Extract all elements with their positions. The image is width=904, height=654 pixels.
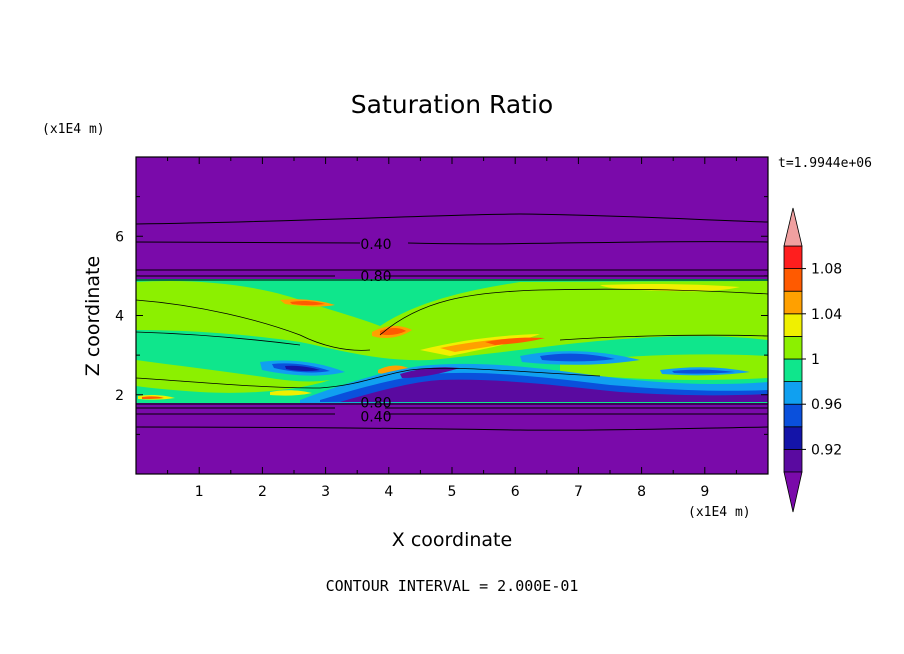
contour-label: 0.80	[360, 269, 391, 285]
time-label: t=1.9944e+06	[778, 156, 872, 171]
field-patch	[540, 353, 615, 362]
field-patch	[672, 369, 735, 374]
colorbar-tick-label: 1.08	[811, 262, 842, 278]
colorbar-tick-label: 1.04	[811, 307, 842, 323]
x-tick-label: 5	[448, 484, 457, 500]
y-tick-label: 2	[115, 388, 124, 404]
colorbar-tick-label: 0.96	[811, 397, 842, 413]
contour-label: 0.40	[360, 410, 391, 426]
x-tick-label: 9	[700, 484, 709, 500]
field-patch	[400, 367, 460, 378]
x-tick-label: 8	[637, 484, 646, 500]
field-patch	[285, 365, 320, 372]
chart-title: Saturation Ratio	[351, 90, 553, 119]
field-patch	[485, 337, 545, 345]
contour-label: 0.40	[360, 237, 391, 253]
contour-line	[135, 331, 769, 346]
contour-labels: 0.400.800.800.40	[360, 237, 391, 425]
x-tick-label: 4	[384, 484, 393, 500]
colorbar-tick-label: 1	[811, 352, 820, 368]
field-patch	[136, 360, 330, 393]
contour-label: 0.80	[360, 396, 391, 412]
colorbar-swatch	[783, 448, 803, 473]
contour-interval-note: CONTOUR INTERVAL = 2.000E-01	[326, 577, 579, 595]
contour-lines	[135, 213, 769, 431]
contour-line	[135, 426, 769, 431]
field-patch	[270, 390, 312, 396]
colorbar-tick-label: 0.92	[811, 442, 842, 458]
colorbar-swatch	[783, 426, 803, 450]
colorbar-swatch	[783, 290, 803, 315]
contour-line	[135, 288, 769, 351]
x-tick-label: 3	[321, 484, 330, 500]
contour-line	[135, 213, 769, 225]
colorbar-swatch	[783, 335, 803, 360]
colorbar-swatch	[783, 358, 803, 383]
x-axis: 1 2 3 4 5 6 7 8 9	[167, 157, 737, 500]
x-axis-label: X coordinate	[392, 529, 512, 551]
x-tick-label: 7	[574, 484, 583, 500]
y-tick-label: 4	[115, 309, 124, 325]
colorbar-swatch	[783, 313, 803, 337]
field-patch	[340, 379, 768, 402]
x-tick-label: 6	[511, 484, 520, 500]
field-patch	[142, 396, 164, 399]
field-patch	[290, 300, 325, 306]
colorbar-swatch	[783, 268, 803, 292]
colorbar-over-arrow	[783, 207, 803, 247]
colorbar-swatch	[783, 381, 803, 405]
x-tick-label: 1	[195, 484, 204, 500]
x-tick-label: 2	[258, 484, 267, 500]
colorbar: 0.92 0.96 1 1.04 1.08	[783, 207, 842, 513]
y-tick-label: 6	[115, 229, 124, 245]
colorbar-swatch	[783, 403, 803, 428]
contour-line	[135, 241, 769, 245]
contour-line	[135, 367, 601, 389]
colorbar-under-arrow	[783, 471, 803, 513]
colorbar-swatch	[783, 245, 803, 270]
y-axis-label: Z coordinate	[82, 256, 104, 376]
plot-area	[136, 157, 768, 474]
y-axis-unit: (x1E4 m)	[42, 122, 105, 137]
y-axis: 2 4 6	[115, 196, 768, 435]
x-axis-unit: (x1E4 m)	[688, 505, 751, 520]
